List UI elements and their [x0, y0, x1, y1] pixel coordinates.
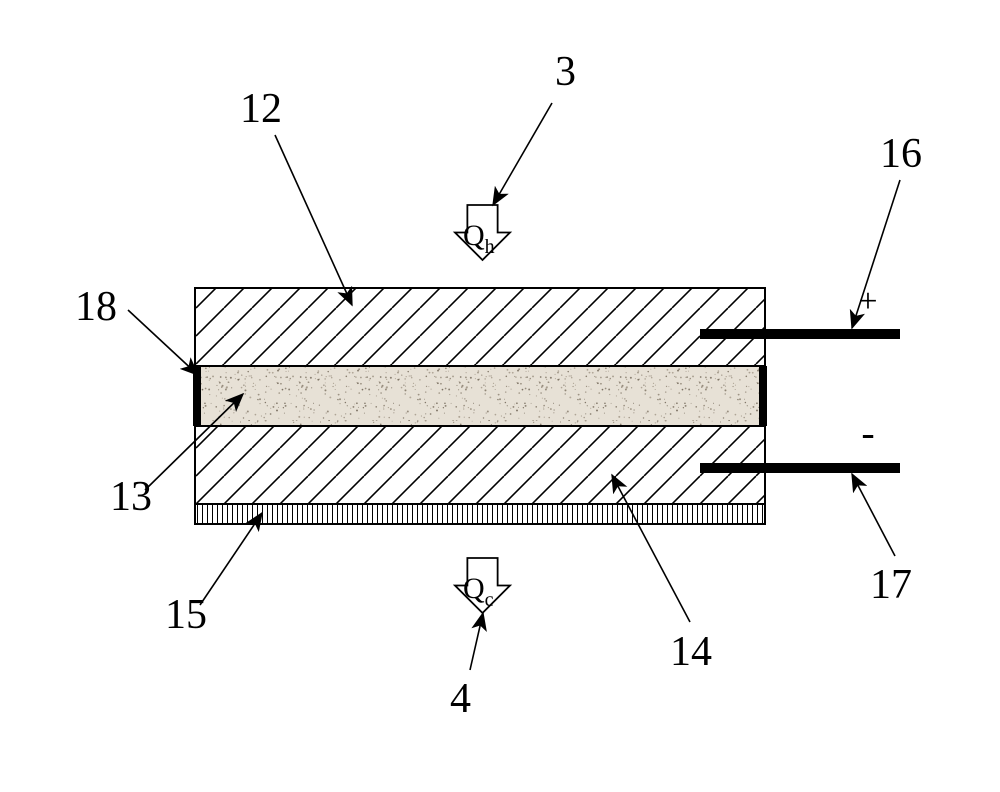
label-12: 12	[240, 86, 282, 132]
label-18: 18	[75, 284, 117, 330]
label-15: 15	[165, 592, 207, 638]
right-seal	[759, 366, 767, 426]
mid-layer	[195, 366, 765, 426]
label-14: 14	[670, 629, 712, 675]
electrode-neg-symbol: -	[861, 410, 874, 455]
base-strip	[195, 504, 765, 524]
label-17: 17	[870, 562, 912, 608]
leader-4	[470, 613, 483, 670]
leader-15	[200, 513, 262, 605]
leader-12	[275, 135, 352, 305]
label-13: 13	[110, 474, 152, 520]
label-16: 16	[880, 131, 922, 177]
label-3: 3	[555, 49, 576, 95]
leader-17	[852, 474, 895, 556]
label-4: 4	[450, 676, 471, 722]
leader-3	[493, 103, 552, 205]
leader-18	[128, 310, 198, 375]
